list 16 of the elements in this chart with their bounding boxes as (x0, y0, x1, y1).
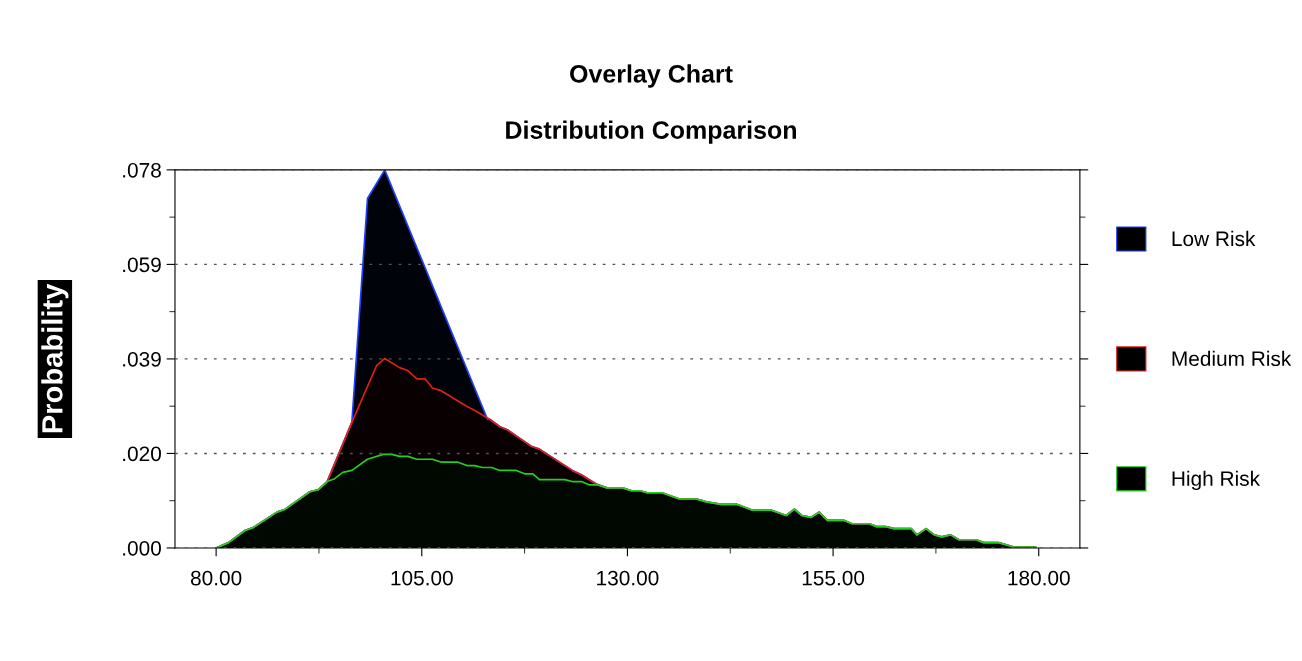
legend-label: Medium Risk (1172, 350, 1292, 367)
legend-label: High Risk (1172, 470, 1261, 491)
x-tick-label: 155.00 (802, 570, 865, 586)
x-tick-label: 180.00 (1008, 570, 1070, 586)
x-tick-label: 130.00 (597, 570, 659, 586)
x-tick-label: 105.00 (391, 570, 453, 586)
y-tick-label: .078 (123, 162, 161, 178)
chart-title: Overlay Chart (570, 64, 733, 88)
legend-label: Low Risk (1172, 230, 1256, 247)
y-tick-label: .020 (123, 446, 161, 462)
y-tick-label: .059 (123, 257, 161, 273)
x-tick-label: 80.00 (190, 570, 242, 586)
y-tick-label: .000 (123, 540, 161, 556)
chart-subtitle: Distribution Comparison (506, 120, 796, 144)
y-tick-label: .039 (123, 351, 161, 367)
y-axis-title: Probability (41, 283, 69, 433)
